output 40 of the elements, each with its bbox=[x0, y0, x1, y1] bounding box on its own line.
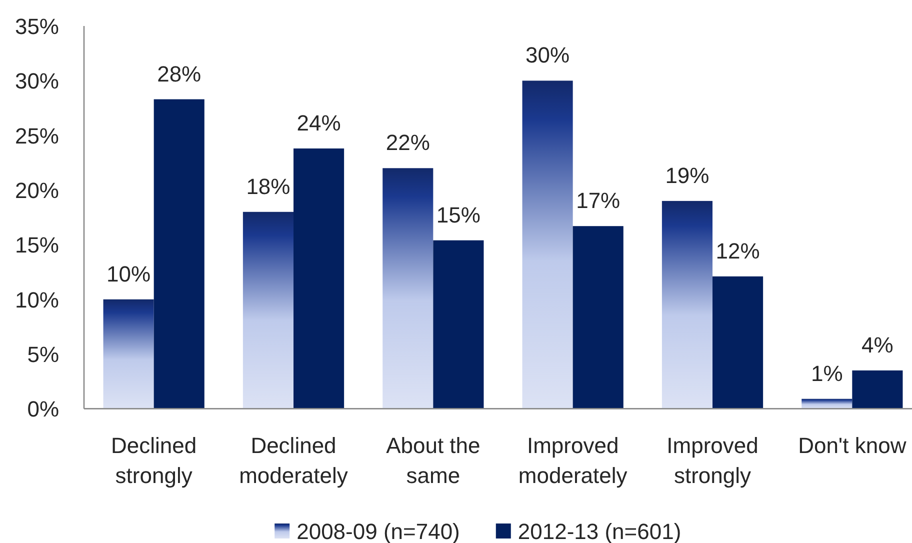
y-tick-label: 35% bbox=[14, 14, 59, 38]
data-label: 1% bbox=[810, 360, 843, 386]
x-tick-label: About the same bbox=[386, 433, 480, 488]
bar bbox=[433, 240, 484, 409]
x-tick-label: Declined strongly bbox=[111, 433, 197, 488]
y-tick-label: 15% bbox=[14, 232, 59, 258]
bar bbox=[572, 226, 624, 409]
bar bbox=[294, 148, 344, 409]
data-label: 30% bbox=[526, 42, 570, 68]
x-tick-label: Don't know bbox=[798, 433, 906, 458]
legend-label: 2008-09 (n=740) bbox=[296, 518, 460, 543]
y-tick-label: 0% bbox=[27, 396, 59, 422]
data-label: 17% bbox=[576, 188, 620, 214]
data-label: 28% bbox=[157, 61, 202, 86]
y-tick-label: 30% bbox=[14, 68, 59, 94]
bar bbox=[662, 200, 712, 409]
y-tick-label: 10% bbox=[14, 286, 59, 312]
data-label: 4% bbox=[862, 332, 894, 358]
data-label: 24% bbox=[296, 110, 341, 136]
y-tick-label: 5% bbox=[27, 342, 59, 367]
data-label: 15% bbox=[436, 202, 480, 228]
bar bbox=[802, 398, 852, 409]
data-label: 22% bbox=[386, 130, 430, 156]
x-tick-label: Improved strongly bbox=[666, 433, 758, 488]
data-label: 19% bbox=[665, 162, 710, 188]
y-tick-label: 25% bbox=[14, 122, 59, 148]
bar bbox=[522, 80, 573, 409]
data-label: 18% bbox=[246, 174, 290, 199]
x-tick-label: Declined moderately bbox=[239, 433, 348, 488]
bar bbox=[382, 168, 434, 409]
y-tick-label: 20% bbox=[14, 178, 59, 203]
data-label: 10% bbox=[106, 261, 151, 286]
legend-label: 2012-13 (n=601) bbox=[518, 518, 682, 543]
bar bbox=[242, 212, 294, 409]
bar bbox=[103, 299, 154, 409]
bar bbox=[712, 276, 764, 409]
data-label: 12% bbox=[716, 238, 760, 264]
x-tick-label: Improved moderately bbox=[518, 433, 628, 488]
bar bbox=[154, 99, 204, 409]
bar bbox=[852, 370, 903, 409]
